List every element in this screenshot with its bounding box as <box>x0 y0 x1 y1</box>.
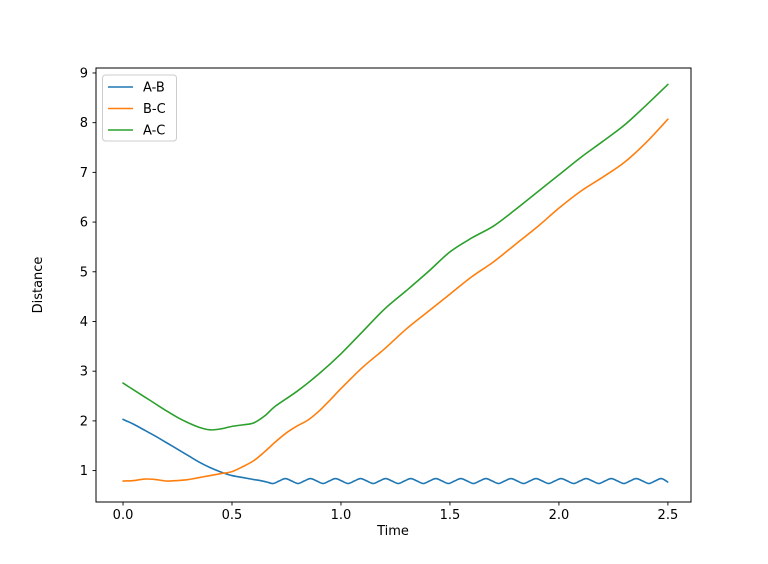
legend-box <box>102 74 177 142</box>
legend-label-bc: B-C <box>143 102 166 117</box>
legend-label-ac: A-C <box>143 124 165 139</box>
series-group <box>122 83 669 485</box>
x-tick-label: 1.5 <box>440 508 461 523</box>
y-tick-label: 8 <box>80 116 88 131</box>
y-axis: 1 2 3 4 5 6 7 8 9 <box>80 66 96 479</box>
y-tick-label: 5 <box>80 265 88 280</box>
y-tick-label: 2 <box>80 414 88 429</box>
legend-label-ab: A-B <box>143 81 165 96</box>
series-line-b-c <box>122 118 669 482</box>
x-tick-label: 0.5 <box>222 508 243 523</box>
axes-frame <box>95 67 692 503</box>
y-tick-label: 6 <box>80 216 88 231</box>
legend: A-B B-C A-C <box>102 74 177 142</box>
x-tick-label: 2.5 <box>658 508 679 523</box>
plot-area <box>96 68 691 502</box>
legend-entry-bc: B-C <box>108 102 166 117</box>
x-axis-label: Time <box>376 524 409 539</box>
y-tick-label: 7 <box>80 166 88 181</box>
legend-entry-ac: A-C <box>108 124 165 139</box>
x-tick-label: 2.0 <box>549 508 570 523</box>
series-line-a-b <box>122 418 669 485</box>
series-line-a-c <box>122 83 669 431</box>
y-axis-label: Distance <box>31 257 46 314</box>
x-tick-label: 1.0 <box>331 508 352 523</box>
y-tick-label: 4 <box>80 315 88 330</box>
y-tick-label: 3 <box>80 365 88 380</box>
y-tick-label: 1 <box>80 464 88 479</box>
x-axis: 0.0 0.5 1.0 1.5 2.0 2.5 <box>113 502 679 523</box>
x-tick-label: 0.0 <box>113 508 134 523</box>
legend-entry-ab: A-B <box>108 81 165 96</box>
y-tick-label: 9 <box>80 66 88 81</box>
